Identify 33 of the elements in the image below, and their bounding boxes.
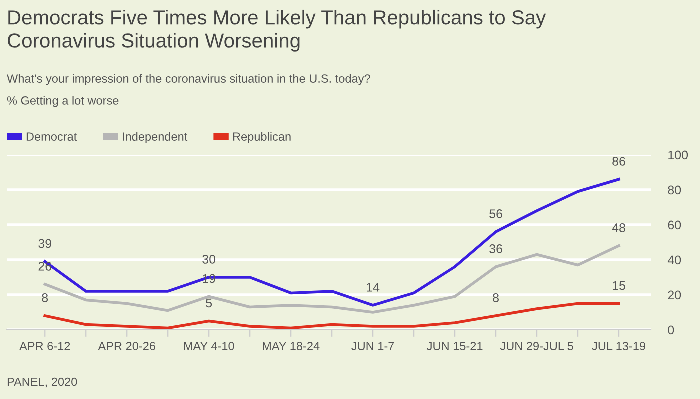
x-tick-label: APR 6-12 bbox=[20, 342, 70, 350]
data-label: 5 bbox=[206, 298, 212, 308]
y-tick-label: 100 bbox=[668, 150, 688, 160]
data-label: 56 bbox=[490, 210, 502, 218]
data-label: 8 bbox=[42, 294, 48, 302]
x-tick-label: JUL 13-19 bbox=[592, 342, 646, 350]
chart-title: Democrats Five Times More Likely Than Republicans to Say Coronavirus Situation Worsening bbox=[8, 10, 546, 52]
legend-label: Independent bbox=[123, 132, 188, 144]
legend-label: Democrat bbox=[26, 132, 78, 141]
data-label: 30 bbox=[202, 255, 216, 264]
data-label: 15 bbox=[613, 281, 626, 290]
y-axis-title: % Getting a lot worse bbox=[7, 96, 119, 108]
data-label: 8 bbox=[493, 294, 499, 302]
x-tick-label: JUN 15-21 bbox=[427, 342, 483, 350]
data-label: 26 bbox=[38, 262, 52, 271]
chart-subtitle: What's your impression of the coronavirus situation in the U.S. today? bbox=[7, 74, 370, 86]
data-label: 48 bbox=[612, 224, 626, 232]
x-tick-label: JUN 1-7 bbox=[352, 342, 394, 350]
y-tick-label: 20 bbox=[668, 290, 682, 300]
x-tick-label: MAY 18-24 bbox=[263, 342, 320, 350]
y-tick-label: 60 bbox=[668, 220, 682, 230]
data-label: 39 bbox=[38, 239, 52, 248]
y-tick-label: 0 bbox=[668, 326, 674, 335]
data-label: 36 bbox=[490, 244, 502, 254]
data-label: 14 bbox=[367, 283, 380, 292]
legend-label: Republican bbox=[233, 132, 291, 144]
text: PANEL, 2020 bbox=[8, 378, 78, 388]
x-tick-label: MAY 4-10 bbox=[184, 342, 234, 350]
data-label: 86 bbox=[612, 157, 626, 166]
x-tick-label: JUN 29-JUL 5 bbox=[500, 342, 574, 350]
y-tick-label: 40 bbox=[668, 256, 682, 265]
y-tick-label: 80 bbox=[668, 186, 682, 195]
x-tick-label: APR 20-26 bbox=[98, 342, 156, 350]
